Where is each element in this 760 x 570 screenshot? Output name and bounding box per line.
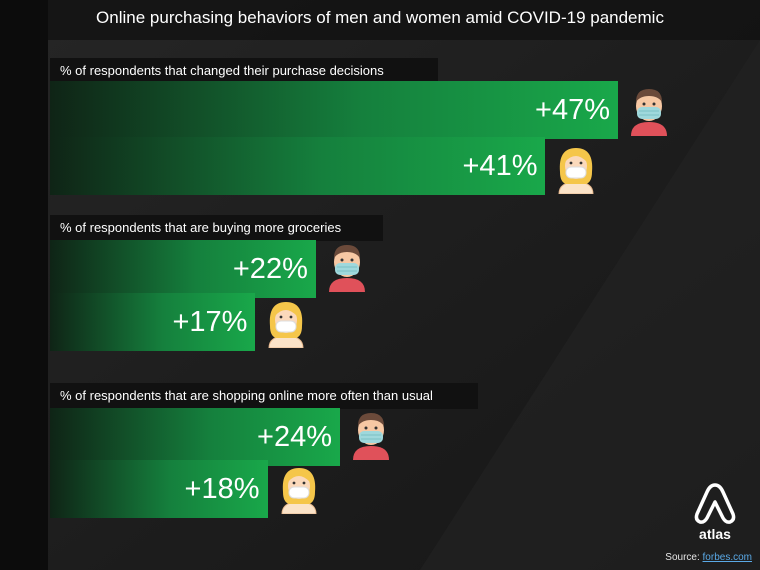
atlas-logo: atlas xyxy=(694,483,736,542)
source-credit: Source: forbes.com xyxy=(665,552,752,563)
value-label-women-shopping-online: +18% xyxy=(184,473,260,505)
man-masked-icon xyxy=(631,89,667,136)
value-label-women-groceries: +17% xyxy=(172,306,248,338)
atlas-logo-text: atlas xyxy=(699,526,731,542)
group-label-groceries: % of respondents that are buying more gr… xyxy=(50,215,383,241)
bar-women-shopping-online xyxy=(50,460,268,518)
value-label-men-shopping-online: +24% xyxy=(257,421,333,453)
bar-women-groceries xyxy=(50,293,256,351)
bar-women-purchase-decisions xyxy=(50,137,546,195)
man-masked-icon xyxy=(328,245,365,292)
value-label-women-purchase-decisions: +41% xyxy=(462,150,538,182)
group-label-shopping-online: % of respondents that are shopping onlin… xyxy=(50,383,478,409)
woman-masked-icon xyxy=(558,148,594,194)
bar-men-shopping-online xyxy=(50,408,341,466)
bar-men-groceries xyxy=(50,240,316,298)
chart-title: Online purchasing behaviors of men and w… xyxy=(96,8,664,27)
bar-men-purchase-decisions xyxy=(50,81,618,139)
woman-masked-icon xyxy=(281,468,317,514)
source-link[interactable]: forbes.com xyxy=(702,552,752,563)
value-label-men-groceries: +22% xyxy=(232,253,308,285)
source-label: Source: xyxy=(665,552,700,563)
value-label-men-purchase-decisions: +47% xyxy=(535,94,610,126)
group-label-purchase-decisions: % of respondents that changed their purc… xyxy=(50,58,438,84)
man-masked-icon xyxy=(353,413,390,460)
woman-masked-icon xyxy=(268,302,304,348)
